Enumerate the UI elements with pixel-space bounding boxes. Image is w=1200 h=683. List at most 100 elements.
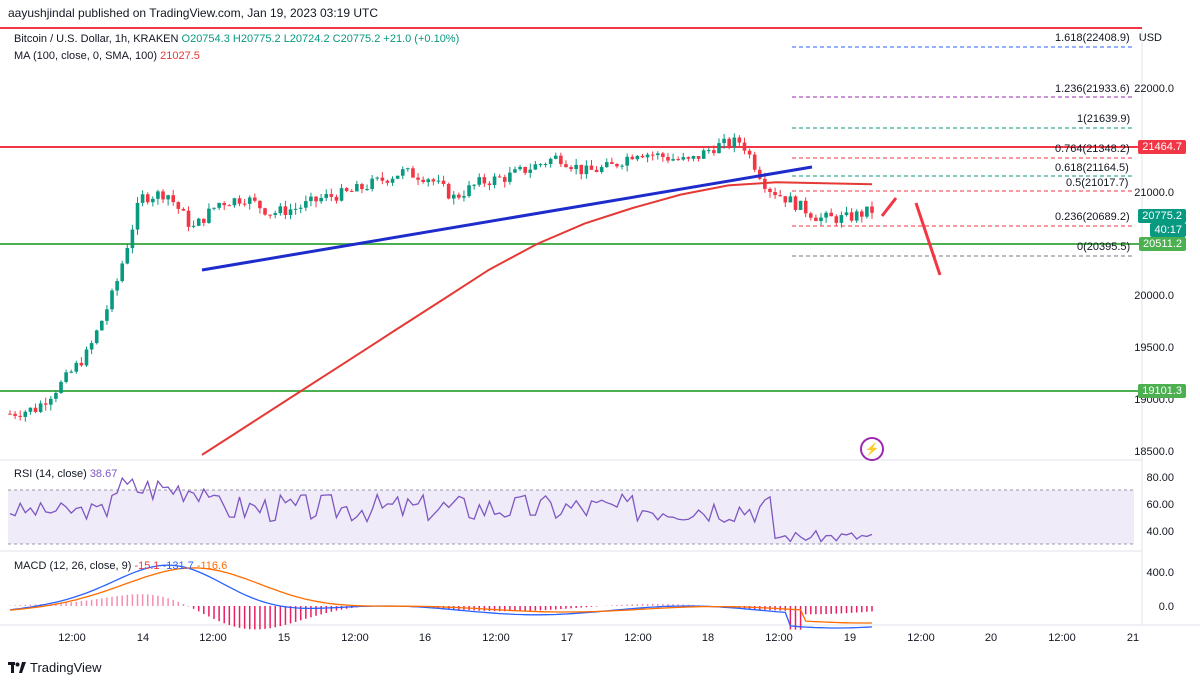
- macd-legend[interactable]: MACD (12, 26, close, 9) -15.1 -131.7 -11…: [14, 560, 227, 572]
- candle-body: [502, 177, 507, 182]
- rsi-label: RSI (14, close): [14, 468, 87, 480]
- macd-signal-value: -116.6: [196, 560, 228, 572]
- time-tick: 14: [136, 632, 150, 644]
- candle-body: [370, 178, 374, 189]
- candle-body: [400, 169, 405, 176]
- candle-body: [569, 167, 573, 170]
- candle-body: [615, 163, 619, 167]
- ma-legend[interactable]: MA (100, close, 0, SMA, 100) 21027.5: [14, 50, 200, 62]
- candle-body: [309, 196, 313, 202]
- lightning-icon[interactable]: ⚡: [860, 437, 884, 461]
- time-tick: 18: [701, 632, 715, 644]
- time-tick: 16: [418, 632, 432, 644]
- candle-body: [130, 229, 135, 249]
- candle-body: [793, 196, 798, 210]
- candle-body: [492, 176, 497, 186]
- candle-body: [298, 207, 303, 209]
- candle-body: [808, 213, 813, 218]
- candle-body: [706, 150, 711, 152]
- ohlc-close: C20775.2: [332, 33, 381, 45]
- currency-label: USD: [1138, 32, 1162, 44]
- candle-body: [676, 159, 680, 161]
- bar-countdown-tag: 40:17: [1150, 223, 1186, 237]
- brand-name: TradingView: [30, 660, 102, 675]
- candle-body: [145, 194, 150, 203]
- candle-body: [778, 195, 782, 197]
- candle-body: [834, 216, 839, 223]
- candle-body: [528, 169, 533, 173]
- price-change: +21.0 (+0.10%): [383, 33, 460, 45]
- price-tick: 18500.0: [1134, 446, 1174, 458]
- candle-body: [49, 398, 53, 405]
- candle-body: [752, 154, 757, 170]
- candle-body: [278, 206, 283, 214]
- fib-label-0: 0(20395.5): [1077, 241, 1131, 253]
- candle-body: [64, 372, 68, 382]
- candle-body: [757, 169, 762, 179]
- candle-body: [390, 178, 395, 183]
- candle-body: [151, 198, 155, 203]
- candle-body: [533, 164, 538, 170]
- candle-body: [186, 210, 191, 227]
- candle-body: [783, 196, 788, 203]
- candle-body: [426, 179, 431, 183]
- candle-body: [406, 168, 410, 170]
- candle-body: [599, 167, 604, 173]
- candle-body: [854, 211, 859, 221]
- candle-body: [865, 206, 869, 217]
- symbol-legend: Bitcoin / U.S. Dollar, 1h, KRAKEN O20754…: [14, 33, 459, 45]
- symbol-name[interactable]: Bitcoin / U.S. Dollar, 1h, KRAKEN: [14, 33, 179, 45]
- candle-body: [23, 411, 28, 417]
- candle-body: [247, 197, 252, 204]
- candle-body: [579, 164, 584, 175]
- ohlc-high: H20775.2: [232, 33, 281, 45]
- candle-body: [120, 263, 125, 282]
- candle-body: [696, 155, 701, 159]
- candle-body: [100, 320, 104, 331]
- candle-body: [191, 225, 196, 227]
- candle-body: [553, 155, 558, 159]
- candle-body: [691, 155, 696, 159]
- candle-body: [227, 205, 232, 207]
- fib-label-0618: 0.618(21164.5): [1055, 162, 1129, 174]
- candle-body: [635, 155, 640, 160]
- signal-line: [9, 567, 872, 624]
- rsi-tick: 40.00: [1146, 526, 1174, 538]
- candle-body: [304, 201, 308, 208]
- candle-body: [824, 212, 828, 218]
- time-tick: 12:00: [58, 632, 86, 644]
- candle-body: [288, 209, 293, 216]
- bullish-trendline: [201, 165, 813, 272]
- ohlc-open: O20754.3: [181, 33, 230, 45]
- candle-body: [604, 162, 609, 168]
- candle-body: [171, 195, 176, 203]
- candle-body: [258, 200, 262, 209]
- candle-body: [717, 143, 721, 154]
- candle-body: [135, 202, 140, 230]
- candle-body: [324, 194, 329, 198]
- candle-body: [319, 197, 323, 202]
- candle-body: [344, 188, 349, 191]
- candle-body: [13, 413, 17, 416]
- candle-body: [222, 202, 227, 206]
- time-tick: 12:00: [1048, 632, 1076, 644]
- candle-body: [559, 155, 563, 165]
- resistance-price-tag: 21464.7: [1138, 140, 1186, 154]
- tradingview-logo[interactable]: TradingView: [8, 660, 102, 675]
- candle-body: [487, 183, 492, 186]
- time-tick: 17: [560, 632, 574, 644]
- candle-body: [115, 281, 119, 291]
- candle-body: [737, 137, 742, 143]
- candle-body: [681, 157, 686, 160]
- price-tick: 22000.0: [1134, 83, 1174, 95]
- candle-body: [105, 309, 109, 321]
- rsi-tick: 80.00: [1146, 472, 1174, 484]
- candle-body: [513, 169, 517, 173]
- rsi-tick: 60.00: [1146, 499, 1174, 511]
- candle-body: [518, 166, 522, 170]
- rsi-legend[interactable]: RSI (14, close) 38.67: [14, 468, 117, 480]
- candle-body: [79, 362, 84, 366]
- candle-body: [508, 172, 512, 182]
- candle-body: [472, 184, 476, 186]
